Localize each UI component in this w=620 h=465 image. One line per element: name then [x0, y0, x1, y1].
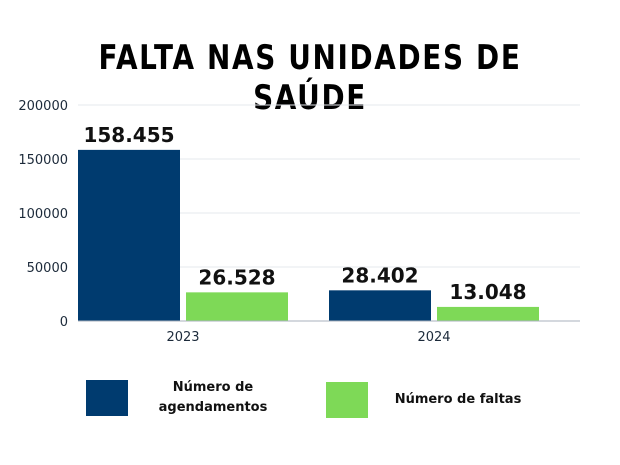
y-tick-label: 0 — [60, 315, 68, 330]
y-tick-label: 100000 — [18, 207, 68, 222]
bar — [186, 292, 288, 321]
legend-label-faltas: Número de faltas — [394, 392, 522, 407]
chart-title: FALTA NAS UNIDADES DE SAÚDE — [98, 38, 522, 118]
legend-swatch-faltas — [326, 382, 368, 418]
data-label: 26.528 — [198, 265, 275, 289]
y-tick-label: 150000 — [18, 153, 68, 168]
data-label: 13.048 — [449, 280, 526, 304]
legend-label-agendamentos: Número de agendamentos — [158, 380, 268, 415]
data-label: 28.402 — [341, 263, 418, 287]
y-tick-label: 200000 — [18, 99, 68, 114]
bar — [329, 290, 431, 321]
y-tick-label: 50000 — [27, 261, 68, 276]
bar — [437, 306, 539, 321]
legend-swatch-agendamentos — [86, 380, 128, 416]
x-tick-label: 2023 — [166, 330, 199, 345]
legend-item-agendamentos: Número de agendamentos — [86, 378, 278, 418]
legend-item-faltas: Número de faltas — [326, 382, 528, 418]
data-label: 158.455 — [83, 123, 174, 147]
bar — [78, 149, 180, 321]
x-tick-label: 2024 — [417, 330, 450, 345]
